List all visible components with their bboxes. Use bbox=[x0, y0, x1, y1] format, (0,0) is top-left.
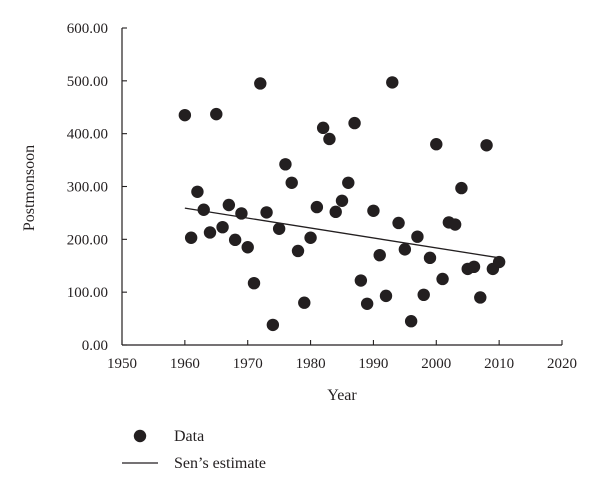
data-point bbox=[467, 260, 481, 274]
data-point bbox=[448, 218, 462, 231]
data-point bbox=[492, 255, 506, 269]
data-point bbox=[423, 251, 437, 265]
data-point bbox=[298, 296, 311, 309]
data-point bbox=[184, 231, 198, 244]
data-point bbox=[216, 220, 229, 234]
y-axis-title: Postmonsoon bbox=[21, 145, 38, 231]
sens-estimate-line bbox=[184, 207, 500, 259]
data-point bbox=[360, 297, 374, 310]
data-point bbox=[178, 108, 192, 122]
data-point bbox=[241, 241, 254, 254]
data-point bbox=[386, 76, 399, 89]
data-point bbox=[430, 138, 443, 151]
data-point bbox=[335, 194, 349, 207]
data-point bbox=[197, 203, 210, 216]
chart-marks bbox=[178, 76, 506, 332]
x-tick-label: 1960 bbox=[170, 356, 200, 372]
data-point bbox=[291, 244, 305, 258]
legend-data-marker bbox=[133, 429, 147, 443]
data-point bbox=[191, 185, 204, 198]
x-tick-label: 2000 bbox=[421, 356, 451, 372]
data-point bbox=[373, 248, 386, 262]
data-point bbox=[310, 200, 324, 214]
data-point bbox=[329, 205, 342, 219]
legend-sens-label: Sen’s estimate bbox=[174, 455, 266, 472]
data-point bbox=[354, 274, 368, 287]
data-point bbox=[254, 77, 267, 90]
data-point bbox=[210, 107, 223, 121]
data-point bbox=[398, 243, 412, 256]
data-point bbox=[404, 315, 418, 328]
data-point bbox=[348, 116, 361, 130]
data-point bbox=[285, 176, 298, 190]
data-point bbox=[379, 289, 393, 303]
data-point bbox=[279, 158, 292, 171]
data-point bbox=[222, 198, 236, 212]
data-point bbox=[304, 231, 317, 244]
x-tick-label: 1990 bbox=[358, 356, 388, 372]
data-point bbox=[392, 216, 405, 230]
data-point bbox=[260, 206, 273, 219]
y-tick-label: 600.00 bbox=[67, 21, 108, 37]
y-tick-label: 400.00 bbox=[67, 127, 108, 143]
y-tick-label: 500.00 bbox=[67, 74, 108, 90]
data-point bbox=[323, 132, 336, 146]
ticks: 1950 1960 1970 1980 1990 2000 2010 2020 0.00 100.… bbox=[67, 21, 577, 372]
data-point bbox=[436, 272, 449, 286]
data-point bbox=[235, 207, 248, 220]
data-point bbox=[411, 230, 424, 243]
data-point bbox=[455, 181, 468, 195]
y-tick-label: 100.00 bbox=[67, 285, 108, 301]
x-axis-title: Year bbox=[327, 387, 357, 404]
data-point bbox=[266, 318, 280, 332]
data-point bbox=[417, 288, 430, 302]
data-point bbox=[342, 176, 355, 190]
legend: Data Sen’s estimate bbox=[122, 428, 266, 472]
data-point bbox=[316, 121, 330, 135]
data-point bbox=[228, 233, 242, 247]
y-tick-label: 0.00 bbox=[82, 338, 108, 354]
axes bbox=[121, 28, 562, 346]
y-tick-label: 200.00 bbox=[67, 232, 108, 248]
x-tick-label: 1980 bbox=[296, 356, 326, 372]
x-tick-label: 1950 bbox=[107, 356, 137, 372]
data-point bbox=[203, 226, 217, 239]
x-tick-label: 2010 bbox=[484, 356, 514, 372]
data-point bbox=[367, 204, 380, 218]
data-point bbox=[247, 276, 261, 290]
x-tick-label: 1970 bbox=[233, 356, 263, 372]
data-point bbox=[474, 291, 487, 304]
legend-data-label: Data bbox=[174, 428, 204, 445]
data-point bbox=[272, 222, 286, 235]
x-tick-label: 2020 bbox=[547, 356, 577, 372]
y-tick-label: 300.00 bbox=[67, 180, 108, 196]
data-point bbox=[480, 139, 493, 152]
